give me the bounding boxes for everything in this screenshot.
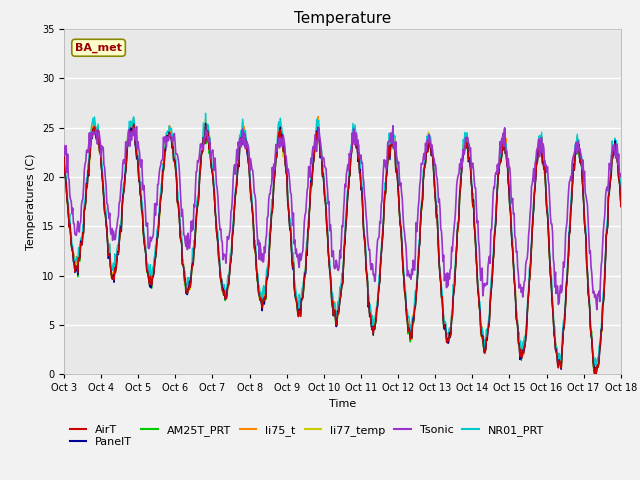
Tsonic (60, 143, 68, 148)
li75_t (591, 368, 598, 374)
li77_temp (125, 128, 133, 134)
PanelT (202, 120, 209, 126)
Line: AirT: AirT (64, 124, 621, 374)
Tsonic (276, 135, 284, 141)
li77_temp (432, 201, 440, 207)
PanelT (125, 133, 133, 139)
NR01_PRT (277, 121, 285, 127)
AirT (401, 287, 408, 292)
NR01_PRT (125, 119, 133, 124)
Tsonic (432, 162, 440, 168)
AirT (277, 136, 285, 142)
AM25T_PRT (432, 201, 440, 206)
Tsonic (228, 206, 236, 212)
NR01_PRT (592, 363, 600, 369)
AM25T_PRT (130, 122, 138, 128)
Line: PanelT: PanelT (64, 123, 621, 374)
li75_t (125, 128, 133, 133)
li77_temp (60, 152, 68, 158)
li77_temp (277, 132, 285, 138)
li75_t (276, 123, 284, 129)
li77_temp (256, 297, 264, 302)
PanelT (228, 232, 236, 238)
X-axis label: Time: Time (329, 399, 356, 409)
PanelT (401, 289, 408, 295)
Tsonic (255, 256, 263, 262)
PanelT (277, 141, 285, 146)
Text: BA_met: BA_met (75, 43, 122, 53)
AirT (591, 372, 598, 377)
li75_t (617, 201, 625, 207)
AM25T_PRT (60, 153, 68, 159)
PanelT (60, 155, 68, 160)
PanelT (617, 202, 625, 207)
AirT (432, 201, 440, 207)
Legend: AirT, PanelT, AM25T_PRT, li75_t, li77_temp, Tsonic, NR01_PRT: AirT, PanelT, AM25T_PRT, li75_t, li77_te… (70, 425, 544, 447)
Tsonic (617, 171, 625, 177)
AM25T_PRT (256, 297, 264, 303)
NR01_PRT (256, 290, 264, 296)
Y-axis label: Temperatures (C): Temperatures (C) (26, 153, 36, 250)
li75_t (401, 282, 408, 288)
AM25T_PRT (125, 132, 133, 138)
li75_t (60, 153, 68, 158)
Tsonic (593, 307, 601, 312)
Line: Tsonic: Tsonic (64, 126, 621, 310)
Tsonic (389, 123, 397, 129)
AirT (130, 121, 138, 127)
AM25T_PRT (277, 133, 285, 139)
li75_t (432, 195, 440, 201)
NR01_PRT (228, 226, 236, 231)
AM25T_PRT (228, 234, 236, 240)
li77_temp (228, 237, 236, 242)
Line: NR01_PRT: NR01_PRT (64, 113, 621, 366)
li75_t (314, 114, 322, 120)
PanelT (591, 372, 598, 377)
li75_t (228, 244, 236, 250)
NR01_PRT (60, 147, 68, 153)
PanelT (432, 199, 440, 204)
AirT (228, 234, 236, 240)
NR01_PRT (432, 192, 440, 197)
li77_temp (202, 118, 209, 124)
Line: AM25T_PRT: AM25T_PRT (64, 125, 621, 374)
Title: Temperature: Temperature (294, 11, 391, 26)
Tsonic (401, 229, 408, 235)
li75_t (255, 285, 263, 291)
AirT (256, 298, 264, 303)
AM25T_PRT (591, 372, 598, 377)
AirT (60, 153, 68, 158)
li77_temp (401, 282, 408, 288)
NR01_PRT (202, 110, 209, 116)
AM25T_PRT (617, 201, 625, 207)
AirT (125, 133, 133, 139)
li77_temp (617, 202, 625, 208)
Line: li75_t: li75_t (64, 117, 621, 371)
NR01_PRT (617, 193, 625, 199)
NR01_PRT (401, 277, 408, 283)
li77_temp (591, 372, 598, 377)
Tsonic (125, 135, 133, 141)
PanelT (256, 296, 264, 301)
Line: li77_temp: li77_temp (64, 121, 621, 374)
AirT (617, 204, 625, 210)
AM25T_PRT (401, 285, 408, 291)
